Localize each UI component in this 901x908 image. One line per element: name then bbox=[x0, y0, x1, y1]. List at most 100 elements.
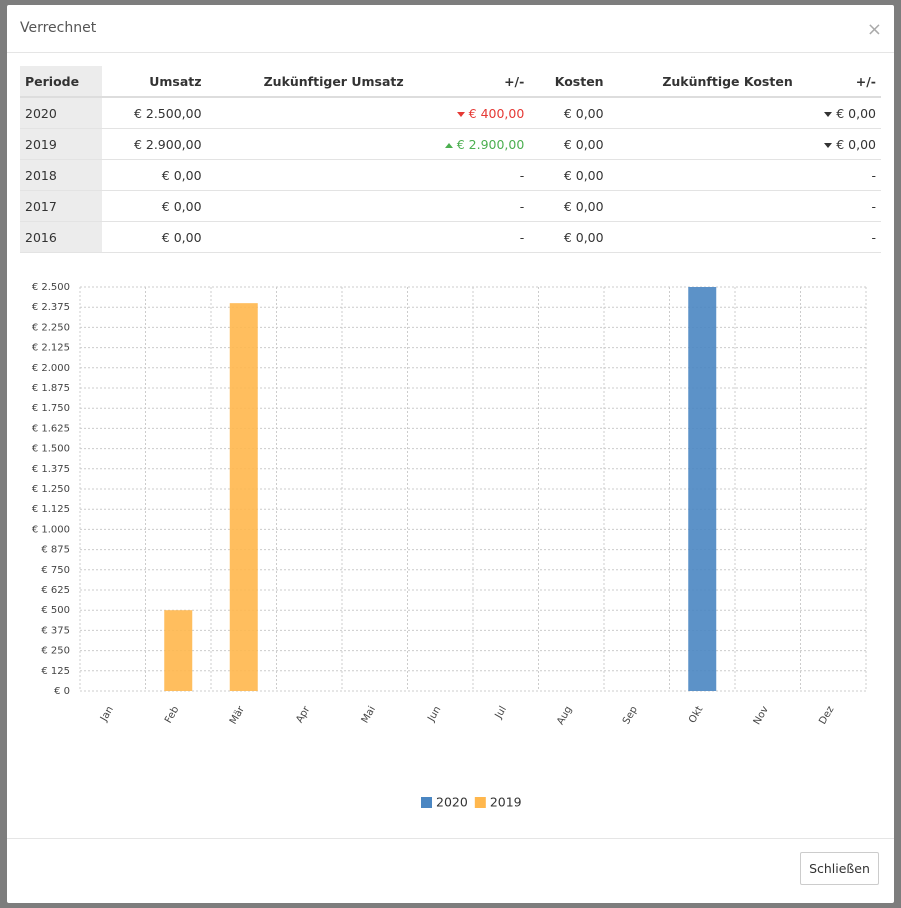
delta-cell: € 0,00 bbox=[797, 97, 881, 129]
modal-title: Verrechnet bbox=[20, 20, 97, 36]
column-header: Zukünftiger Umsatz bbox=[206, 66, 409, 98]
y-tick-label: € 2.250 bbox=[32, 322, 70, 333]
trend-icon bbox=[456, 111, 465, 117]
bar bbox=[229, 303, 258, 691]
column-header: +/- bbox=[408, 66, 530, 98]
bar bbox=[688, 287, 717, 691]
table-cell: € 0,00 bbox=[529, 159, 609, 191]
bar bbox=[164, 610, 193, 691]
delta-cell: € 2.900,00 bbox=[408, 128, 530, 160]
table-cell: € 0,00 bbox=[529, 128, 609, 160]
x-tick-label: Sep bbox=[621, 705, 640, 727]
column-header: Periode bbox=[20, 66, 102, 98]
legend-swatch bbox=[474, 797, 486, 808]
divider bbox=[7, 838, 894, 839]
table-cell: - bbox=[408, 159, 530, 191]
delta-value: € 0,00 bbox=[836, 105, 876, 121]
x-tick-label: Jan bbox=[98, 705, 116, 725]
trend-icon bbox=[444, 142, 453, 148]
y-tick-label: € 1.750 bbox=[32, 403, 70, 414]
table-cell bbox=[206, 128, 409, 160]
table-cell bbox=[206, 190, 409, 222]
y-tick-label: € 1.875 bbox=[32, 383, 70, 394]
x-tick-label: Mär bbox=[228, 704, 247, 727]
table-cell: 2020 bbox=[20, 97, 102, 129]
table-cell bbox=[608, 128, 798, 160]
table-cell: 2019 bbox=[20, 128, 102, 160]
y-tick-label: € 375 bbox=[41, 625, 70, 636]
column-header: +/- bbox=[797, 66, 881, 98]
table-cell: € 0,00 bbox=[529, 190, 609, 222]
trend-icon bbox=[824, 142, 833, 148]
table-cell bbox=[206, 97, 409, 129]
legend-label: 2020 bbox=[436, 795, 468, 810]
y-tick-label: € 500 bbox=[41, 605, 70, 616]
y-tick-label: € 125 bbox=[41, 666, 70, 677]
table-cell: € 2.500,00 bbox=[102, 97, 207, 129]
y-tick-label: € 1.625 bbox=[32, 423, 70, 434]
table-cell bbox=[608, 159, 798, 191]
y-tick-label: € 2.000 bbox=[32, 363, 70, 374]
x-tick-label: Feb bbox=[163, 705, 181, 726]
table-row: 2018 € 0,00- € 0,00- bbox=[20, 159, 881, 191]
table-cell: 2018 bbox=[20, 159, 102, 191]
table-cell: € 0,00 bbox=[102, 190, 207, 222]
table-cell: - bbox=[797, 190, 881, 222]
summary-table: Periode Umsatz Zukünftiger Umsatz +/- Kosten… bbox=[20, 66, 881, 253]
table-row: 2020 € 2.500,00 € 400,00 € 0,00 € 0,00 bbox=[20, 97, 881, 129]
x-tick-label: Dez bbox=[817, 705, 836, 727]
table-cell: 2017 bbox=[20, 190, 102, 222]
table-cell: € 0,00 bbox=[529, 221, 609, 253]
y-tick-label: € 1.375 bbox=[32, 464, 70, 475]
y-tick-label: € 2.125 bbox=[32, 343, 70, 354]
table-cell: - bbox=[408, 221, 530, 253]
table-cell bbox=[608, 221, 798, 253]
table-cell bbox=[608, 190, 798, 222]
x-tick-label: Mai bbox=[360, 705, 378, 726]
y-tick-label: € 750 bbox=[41, 565, 70, 576]
table-cell bbox=[608, 97, 798, 129]
legend-swatch bbox=[421, 797, 432, 808]
x-tick-label: Nov bbox=[752, 704, 771, 726]
table-cell: € 0,00 bbox=[102, 159, 207, 191]
delta-cell: € 400,00 bbox=[408, 97, 530, 129]
divider bbox=[7, 52, 894, 53]
delta-value: € 0,00 bbox=[836, 136, 876, 152]
column-header: Umsatz bbox=[102, 66, 207, 98]
x-tick-label: Apr bbox=[294, 704, 313, 725]
y-tick-label: € 1.250 bbox=[32, 484, 70, 495]
table-cell: 2016 bbox=[20, 221, 102, 253]
x-tick-label: Okt bbox=[687, 704, 705, 725]
modal: Verrechnet × Periode Umsatz Zukünftiger Um… bbox=[7, 5, 894, 903]
y-tick-label: € 875 bbox=[41, 545, 70, 556]
close-button[interactable]: × bbox=[866, 19, 882, 40]
table-row: 2016 € 0,00- € 0,00- bbox=[20, 221, 881, 253]
close-button[interactable]: Schließen bbox=[800, 852, 879, 885]
y-tick-label: € 250 bbox=[41, 646, 70, 657]
y-tick-label: € 0 bbox=[54, 686, 70, 697]
table-cell: € 0,00 bbox=[529, 97, 609, 129]
table-cell: - bbox=[797, 221, 881, 253]
table-row: 2017 € 0,00- € 0,00- bbox=[20, 190, 881, 222]
delta-cell: € 0,00 bbox=[797, 128, 881, 160]
y-tick-label: € 2.375 bbox=[32, 302, 70, 313]
delta-value: € 2.900,00 bbox=[456, 136, 525, 152]
table-cell: € 2.900,00 bbox=[102, 128, 207, 160]
y-tick-label: € 1.125 bbox=[32, 504, 70, 515]
table-cell: - bbox=[408, 190, 530, 222]
table-cell bbox=[206, 221, 409, 253]
delta-value: € 400,00 bbox=[468, 105, 525, 121]
column-header: Zukünftige Kosten bbox=[608, 66, 798, 98]
table-cell: € 0,00 bbox=[102, 221, 207, 253]
x-tick-label: Jul bbox=[493, 705, 509, 722]
x-tick-label: Jun bbox=[426, 705, 444, 725]
table-cell bbox=[206, 159, 409, 191]
y-tick-label: € 625 bbox=[41, 585, 70, 596]
y-tick-label: € 1.000 bbox=[32, 524, 70, 535]
legend-label: 2019 bbox=[490, 795, 522, 810]
trend-icon bbox=[824, 111, 833, 117]
header-row: Periode Umsatz Zukünftiger Umsatz +/- Kosten… bbox=[20, 66, 881, 98]
column-header: Kosten bbox=[529, 66, 609, 98]
